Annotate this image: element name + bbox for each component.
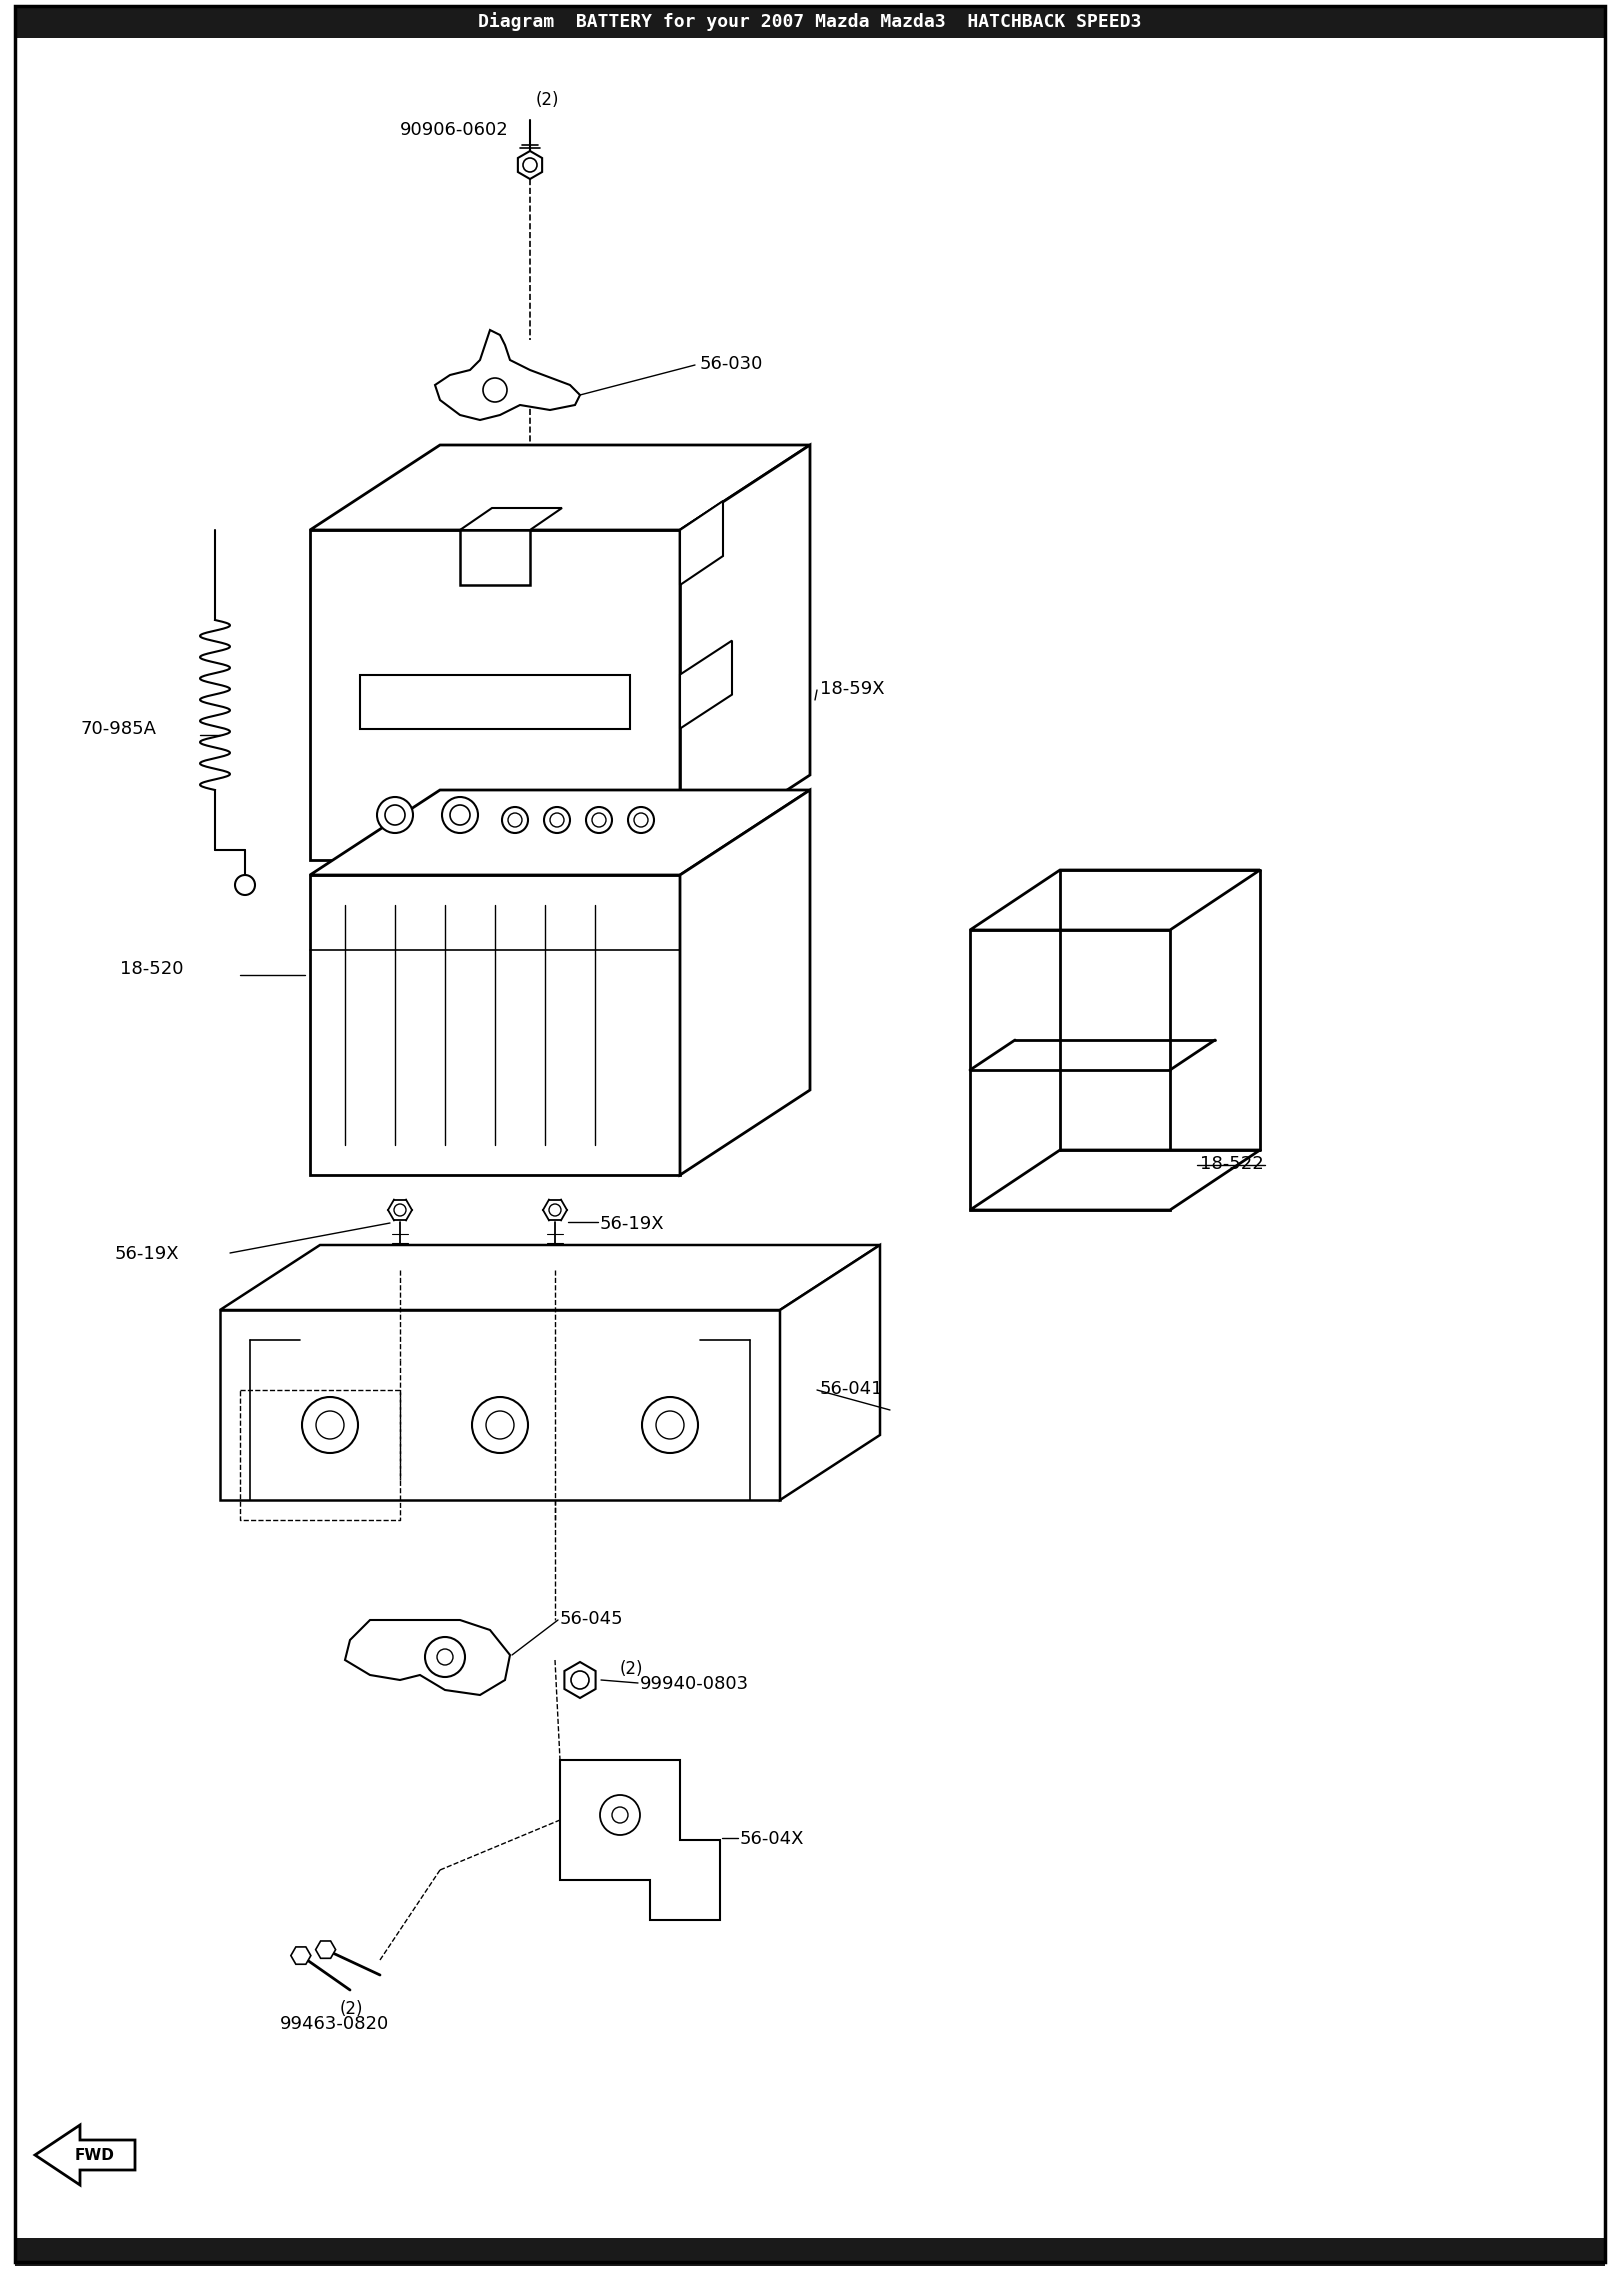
Polygon shape [779,1245,880,1500]
Polygon shape [460,530,530,585]
Text: (2): (2) [620,1659,643,1677]
Circle shape [486,1411,514,1438]
Text: 99940-0803: 99940-0803 [640,1675,748,1693]
Circle shape [377,797,413,833]
Text: (2): (2) [536,91,559,109]
Polygon shape [561,1759,719,1921]
Circle shape [551,813,564,826]
Text: 18-59X: 18-59X [820,681,885,699]
Text: 56-030: 56-030 [700,355,763,373]
Text: 56-19X: 56-19X [115,1245,180,1263]
Polygon shape [309,874,680,1174]
Polygon shape [436,330,580,421]
Text: FWD: FWD [75,2149,115,2162]
Polygon shape [680,501,723,585]
Circle shape [442,797,478,833]
Polygon shape [309,446,810,530]
Bar [15,7,1605,39]
Circle shape [633,813,648,826]
Text: 56-045: 56-045 [561,1609,624,1627]
Text: 90906-0602: 90906-0602 [400,121,509,139]
Circle shape [599,1796,640,1834]
Polygon shape [360,674,630,728]
Polygon shape [220,1245,880,1311]
Circle shape [424,1636,465,1677]
Text: 70-985A: 70-985A [79,719,156,737]
Text: 99463-0820: 99463-0820 [280,2014,389,2032]
Polygon shape [309,530,680,860]
Circle shape [570,1671,590,1689]
Circle shape [523,157,536,173]
Circle shape [612,1807,629,1823]
Text: 56-041: 56-041 [820,1379,883,1397]
Polygon shape [970,869,1260,931]
Polygon shape [680,446,810,860]
Polygon shape [345,1621,510,1696]
Bar [15,2237,1605,2267]
Polygon shape [309,790,810,874]
Polygon shape [292,1946,311,1964]
Polygon shape [564,1661,596,1698]
Polygon shape [680,640,732,728]
Circle shape [549,1204,561,1215]
Circle shape [483,378,507,403]
Circle shape [509,813,522,826]
Polygon shape [970,1149,1260,1211]
Polygon shape [518,150,543,180]
Polygon shape [460,508,562,530]
Circle shape [471,1397,528,1452]
Polygon shape [970,931,1170,1211]
Circle shape [502,808,528,833]
Text: 18-522: 18-522 [1200,1154,1264,1172]
Circle shape [235,874,254,894]
Polygon shape [316,1941,335,1957]
Circle shape [450,806,470,824]
Circle shape [544,808,570,833]
Polygon shape [680,790,810,1174]
Polygon shape [220,1311,779,1500]
Text: 56-19X: 56-19X [599,1215,664,1234]
Circle shape [316,1411,343,1438]
Circle shape [301,1397,358,1452]
Text: 56-04X: 56-04X [740,1830,805,1848]
Circle shape [642,1397,698,1452]
Text: Diagram  BATTERY for your 2007 Mazda Mazda3  HATCHBACK SPEED3: Diagram BATTERY for your 2007 Mazda Mazd… [478,11,1142,32]
Text: (2): (2) [340,2001,363,2019]
Circle shape [394,1204,407,1215]
Circle shape [586,808,612,833]
Circle shape [656,1411,684,1438]
Text: 18-520: 18-520 [120,960,183,979]
Circle shape [437,1650,454,1666]
Circle shape [629,808,654,833]
Circle shape [386,806,405,824]
Circle shape [591,813,606,826]
